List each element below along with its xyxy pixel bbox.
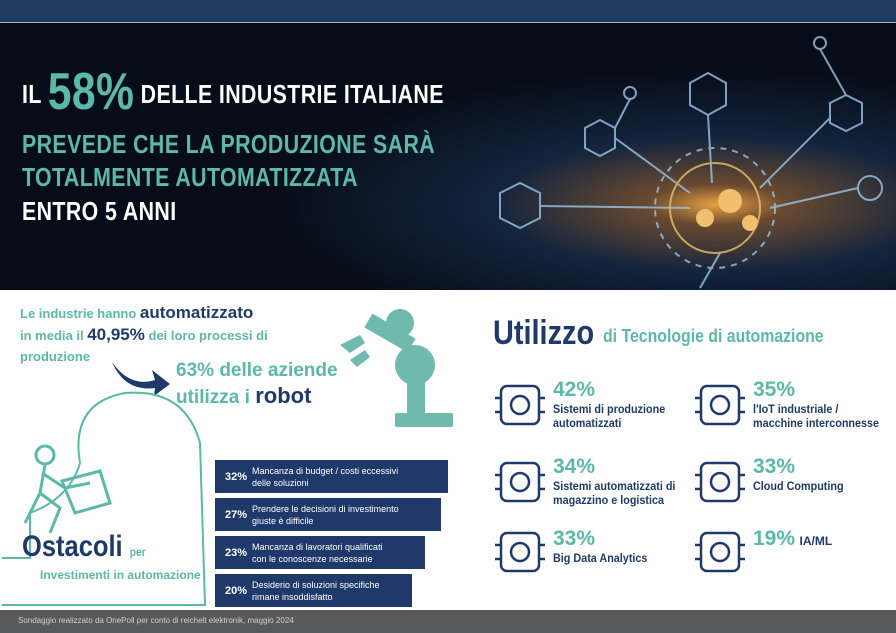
text: delle aziende [219,360,338,381]
technology-icon [495,531,545,573]
obstacles-title-suffix: per [129,545,146,559]
obstacle-text: Mancanza di budget / costi eccessivi dell… [252,465,398,489]
obstacle-line: Desiderio di soluzioni specifiche [252,580,380,590]
robots-text: 63% delle aziende utilizza i robot [176,358,338,410]
technology-percent: 42% [553,378,596,401]
headline-line2: PREVEDE CHE LA PRODUZIONE SARÀ [22,129,436,159]
text: produzione [20,349,91,364]
headline-highlight: 58% [47,63,135,121]
obstacle-box: 23% Mancanza di lavoratori qualificati con… [215,536,425,569]
technology-label: Cloud Computing [753,479,844,493]
footer-bar [0,610,896,633]
technology-icon [495,461,545,503]
technology-head: 19% IA/ML [753,527,832,551]
obstacle-line: Mancanza di budget / costi eccessivi [252,466,399,476]
technology-label: automatizzati [553,416,622,430]
technology-head: 33% [753,455,854,479]
obstacle-box: 32% Mancanza di budget / costi eccessivi d… [215,460,448,493]
obstacles-title: Ostacoli [22,530,123,563]
technology-icon [495,384,545,426]
technology-item: 34% Sistemi automatizzati di magazzino e l… [553,455,689,507]
technology-icon [695,461,745,503]
automation-text: Le industrie hanno automatizzato in medi… [20,302,268,367]
obstacle-percent: 20% [225,585,248,597]
obstacle-line: Prendere le decisioni di investimento [252,504,399,514]
technology-icon [695,531,745,573]
technology-head: 33% [553,527,658,551]
footer-text: Sondaggio realizzato da OnePoll per cont… [18,616,294,625]
obstacle-text: Desiderio di soluzioni specifiche rimane … [252,579,380,603]
text: dei loro processi di [148,328,268,343]
bold: 40,95% [87,325,145,344]
headline-line3: TOTALMENTE AUTOMATIZZATA [22,162,358,192]
obstacle-line: giuste è difficile [252,516,314,526]
technology-item: 42% Sistemi di produzione automatizzati [553,378,678,430]
technology-item: 33% Cloud Computing [753,455,854,493]
obstacle-box: 27% Prendere le decisioni di investimento… [215,498,441,531]
technology-label: Sistemi automatizzati di [553,479,676,493]
obstacle-text: Mancanza di lavoratori qualificati con le… [252,541,383,565]
top-strip [0,0,896,23]
technology-label: macchine interconnesse [753,416,880,430]
technology-item: 19% IA/ML [753,527,832,551]
technology-icon [695,384,745,426]
headline-prefix: IL [22,79,42,109]
obstacle-line: Mancanza di lavoratori qualificati [252,542,383,552]
obstacle-percent: 27% [225,509,248,521]
technology-label: l'IoT industriale / [753,402,839,416]
robot-arm-icon [340,309,453,427]
text: in media il [20,328,84,343]
headline-line1: IL 58% DELLE INDUSTRIE ITALIANE [22,66,444,118]
headline-rest: DELLE INDUSTRIE ITALIANE [140,79,444,109]
bold: robot [255,383,312,408]
technology-percent: 35% [753,378,796,401]
highlight: 63% [176,360,215,381]
bold: automatizzato [139,303,254,322]
headline-line4: ENTRO 5 ANNI [22,196,177,226]
technology-label: Big Data Analytics [553,551,648,565]
obstacle-percent: 23% [225,547,248,559]
technology-percent: 19% [753,527,796,550]
obstacles-subtitle: Investimenti in automazione [40,568,201,582]
technology-percent: 33% [753,455,796,478]
technology-percent: 33% [553,527,596,550]
obstacles-title-row: Ostacoli per [22,530,146,564]
technology-label: Sistemi di produzione [553,402,666,416]
technology-label: magazzino e logistica [553,493,665,507]
obstacle-line: delle soluzioni [252,478,309,488]
obstacle-box: 20% Desiderio di soluzioni specifiche rima… [215,574,412,607]
technology-head: 35% [753,378,893,402]
technology-label: IA/ML [799,534,833,548]
obstacle-line: con le conoscenze necessarie [252,554,373,564]
technology-item: 35% l'IoT industriale / macchine interconn… [753,378,893,430]
arrow-icon [112,362,170,396]
technologies-title: Utilizzo [493,314,595,352]
technology-head: 42% [553,378,678,402]
obstacle-line: rimane insoddisfatto [252,592,333,602]
text: Le industrie hanno [20,306,137,321]
technology-item: 33% Big Data Analytics [553,527,658,565]
technology-percent: 34% [553,455,596,478]
obstacles-outline [2,391,207,606]
obstacle-percent: 32% [225,471,248,483]
text: utilizza i [176,387,250,408]
technologies-subtitle: di Tecnologie di automazione [603,326,824,346]
technology-head: 34% [553,455,689,479]
obstacle-text: Prendere le decisioni di investimento giu… [252,503,399,527]
hero-background [0,23,896,290]
